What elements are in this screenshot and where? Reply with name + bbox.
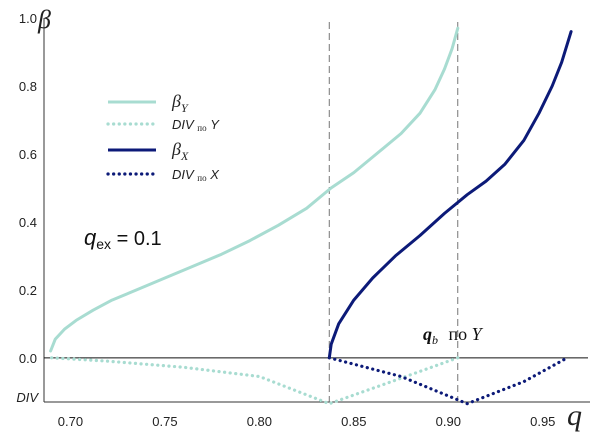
y-tick-label: 0.0: [19, 351, 37, 366]
legend-label-beta-x: βX: [171, 139, 189, 163]
y-tick-label: 0.4: [19, 215, 37, 230]
x-tick-label: 0.90: [436, 414, 461, 429]
axes: [43, 18, 590, 403]
annotation-q-b: qb по Y: [423, 324, 484, 347]
legend: βY DIV по Y βX DIV по X: [106, 91, 220, 183]
x-tick-label: 0.70: [58, 414, 83, 429]
y-axis-label: β: [37, 5, 51, 34]
series-div-y: [50, 356, 460, 406]
y-tick-label: 1.0: [19, 11, 37, 26]
y-tick-label: 0.6: [19, 147, 37, 162]
legend-label-div-x: DIV по X: [172, 167, 220, 183]
y-tick-label: 0.2: [19, 283, 37, 298]
series-beta-y: [49, 26, 460, 353]
y-tick-label: 0.8: [19, 79, 37, 94]
series-group: [49, 26, 573, 406]
tick-labels: 0.0 0.2 0.4 0.6 0.8 1.0 DIV 0.70 0.75 0.80 0.85 0.9…: [16, 5, 582, 432]
legend-label-beta-y: βY: [171, 91, 189, 115]
series-beta-x: [327, 30, 573, 360]
x-tick-label: 0.95: [530, 414, 555, 429]
legend-label-div-y: DIV по Y: [172, 117, 220, 133]
x-tick-label: 0.80: [247, 414, 272, 429]
annotation-q-ex: qex = 0.1: [84, 225, 162, 252]
x-tick-label: 0.75: [152, 414, 177, 429]
x-tick-label: 0.85: [341, 414, 366, 429]
y-tick-label-div: DIV: [16, 390, 39, 405]
annotations: qex = 0.1 qb по Y: [84, 225, 484, 347]
series-div-x: [327, 356, 569, 406]
vertical-guide-lines: [328, 22, 459, 402]
x-axis-label: q: [567, 399, 582, 432]
